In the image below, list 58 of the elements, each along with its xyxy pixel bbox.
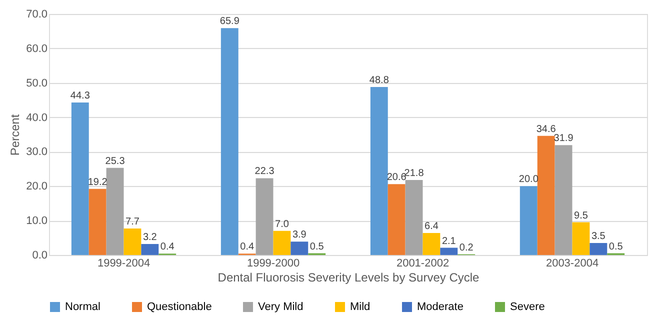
bar [141, 244, 159, 255]
bar [88, 188, 106, 255]
x-tick-label: 2001-2002 [396, 258, 450, 270]
bar [422, 232, 440, 255]
legend-label: Moderate [417, 301, 464, 313]
bar [256, 178, 274, 255]
bar [124, 228, 142, 255]
legend-label: Severe [510, 301, 545, 313]
y-tick-label: 40.0 [26, 112, 48, 124]
data-label: 34.6 [536, 124, 556, 135]
y-tick-label: 0.0 [32, 250, 48, 262]
y-tick-label: 50.0 [26, 77, 48, 90]
data-label: 3.2 [142, 232, 158, 243]
bar [370, 86, 388, 255]
bar [106, 168, 124, 255]
x-axis-title: Dental Fluorosis Severity Levels by Survey Cycle [218, 270, 480, 284]
bar [388, 184, 406, 255]
data-label: 9.5 [574, 210, 588, 222]
x-tick-label: 1999-2000 [246, 258, 300, 270]
bar [590, 242, 608, 255]
bar [537, 136, 555, 255]
y-tick-label: 60.0 [26, 42, 48, 55]
y-tick-label: 20.0 [26, 180, 48, 193]
y-axis-title: Percent [8, 114, 22, 156]
x-tick-label: 1999-2004 [97, 258, 150, 270]
data-label: 0.4 [160, 242, 175, 253]
data-label: 0.5 [310, 241, 324, 252]
bar [520, 186, 538, 255]
data-label: 25.3 [105, 156, 126, 167]
data-label: 65.9 [220, 16, 240, 28]
legend-label: Normal [65, 301, 100, 313]
bar [554, 145, 572, 255]
legend-label: Questionable [147, 301, 212, 313]
legend-label: Mild [350, 301, 370, 313]
data-label: 7.0 [275, 218, 290, 230]
data-label: 0.4 [240, 242, 254, 253]
data-label: 7.7 [126, 216, 140, 228]
x-tick-label: 2003-2004 [546, 258, 599, 270]
data-label: 0.5 [608, 241, 624, 252]
y-tick-label: 70.0 [26, 8, 48, 20]
data-label: 44.3 [70, 90, 90, 102]
bar [290, 242, 308, 255]
bar [405, 180, 423, 255]
legend-label: Very Mild [258, 301, 304, 313]
y-tick-label: 30.0 [26, 146, 48, 158]
data-label: 3.5 [591, 230, 606, 242]
data-label: 2.1 [442, 236, 456, 247]
bar [220, 28, 238, 255]
data-label: 3.9 [292, 230, 307, 241]
bar [440, 248, 458, 255]
data-label: 6.4 [424, 220, 439, 232]
data-label: 0.2 [459, 242, 474, 254]
bar [572, 222, 590, 255]
data-label: 48.8 [369, 74, 390, 86]
y-tick-label: 10.0 [26, 215, 48, 228]
bar [71, 102, 89, 255]
data-label: 22.3 [254, 166, 275, 178]
bar [273, 230, 291, 255]
